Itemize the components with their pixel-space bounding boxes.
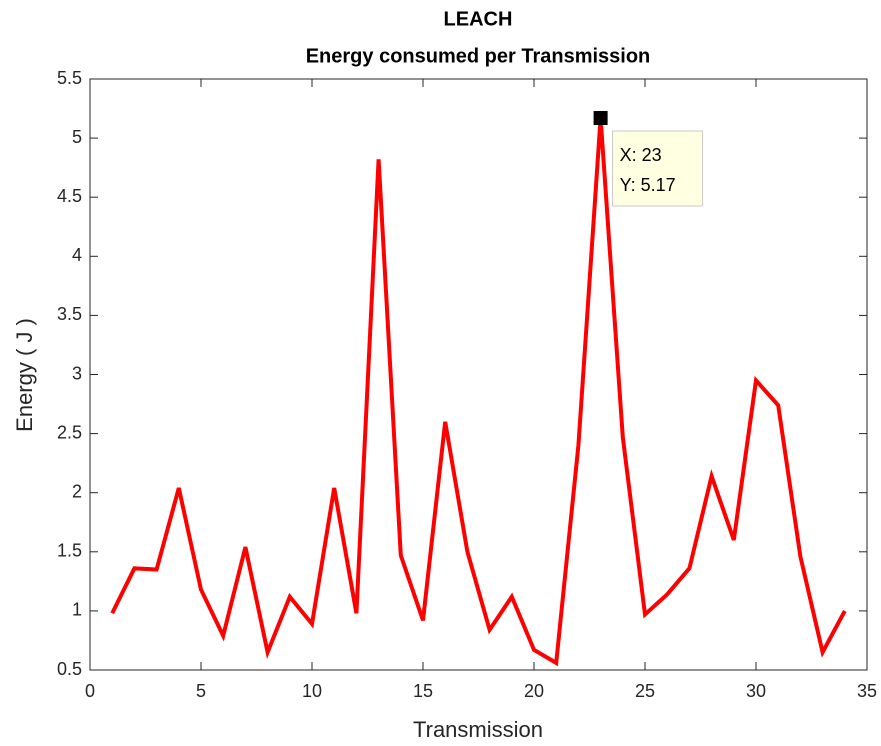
datatip-box [612,130,704,207]
datatip-text: Y: 5.17 [620,175,676,195]
y-tick-label: 4.5 [57,186,82,206]
y-tick-label: 3.5 [57,304,82,324]
datatip-text: X: 23 [620,145,662,165]
x-tick-label: 0 [85,681,95,701]
y-tick-label: 5 [72,127,82,147]
chart-title: LEACH [444,8,513,30]
y-tick-label: 3 [72,363,82,383]
y-tick-label: 2 [72,481,82,501]
x-tick-label: 30 [746,681,766,701]
x-tick-label: 35 [857,681,877,701]
y-tick-label: 1 [72,600,82,620]
datatip-marker [593,111,608,126]
x-axis-label: Transmission [413,717,543,742]
x-tick-label: 20 [524,681,544,701]
x-tick-label: 5 [196,681,206,701]
y-axis-label: Energy ( J ) [12,318,37,432]
x-tick-label: 10 [302,681,322,701]
y-tick-label: 5.5 [57,68,82,88]
plot-area [89,78,868,671]
chart-subtitle: Energy consumed per Transmission [306,45,651,67]
x-tick-label: 15 [413,681,433,701]
y-tick-label: 1.5 [57,541,82,561]
data-line [110,117,847,667]
y-tick-label: 2.5 [57,422,82,442]
y-tick-label: 0.5 [57,659,82,679]
x-tick-label: 25 [635,681,655,701]
y-tick-label: 4 [72,245,82,265]
